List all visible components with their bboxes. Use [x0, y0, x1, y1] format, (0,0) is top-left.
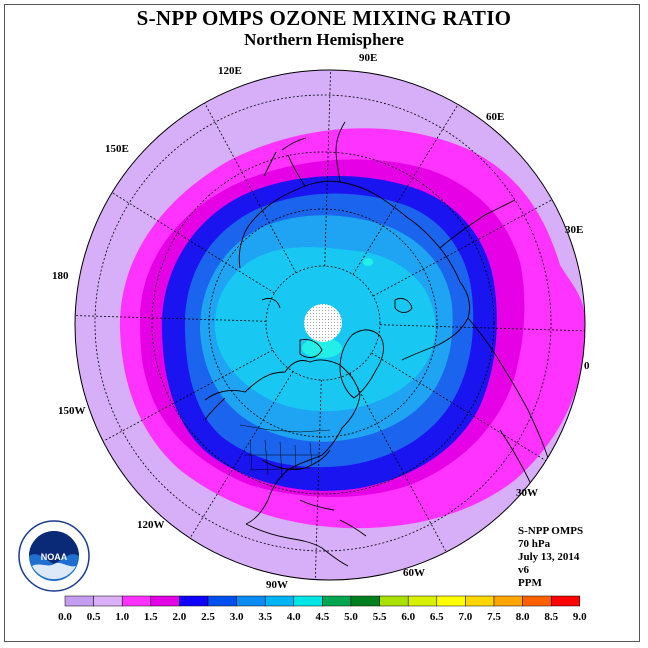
- colorbar-swatch: [436, 595, 466, 607]
- colorbar-swatch: [379, 595, 409, 607]
- longitude-labels: 90E 60E 30E 0 30W 60W 90W 120W 150W 180 …: [52, 52, 590, 591]
- lon-label-30e: 30E: [565, 224, 583, 236]
- coastlines: [204, 121, 549, 567]
- colorbar-swatch: [236, 595, 266, 607]
- colorbar-tick-label: 5.0: [344, 611, 358, 623]
- lon-label-30w: 30W: [516, 487, 538, 499]
- colorbar-tick-label: 2.5: [201, 611, 215, 623]
- colorbar-swatch: [465, 595, 495, 607]
- colorbar-tick-label: 4.0: [287, 611, 301, 623]
- pole-nodata-region: [304, 304, 342, 342]
- colorbar-swatch: [550, 595, 581, 607]
- colorbar-swatch: [293, 595, 323, 607]
- colorbar-tick-label: 8.0: [516, 611, 530, 623]
- colorbar-tick-label: 6.0: [401, 611, 415, 623]
- colorbar-tick-label: 1.0: [115, 611, 129, 623]
- colorbar-tick-label: 5.5: [373, 611, 387, 623]
- colorbar: 0.0 0.5 1.0 1.5 2.0 2.5 3.0 3.5 4.0 4.5 5.0 5.5 6.0 6…: [58, 595, 587, 623]
- colorbar-swatch: [264, 595, 295, 607]
- lon-label-180: 180: [52, 270, 69, 282]
- lon-label-90e: 90E: [359, 52, 377, 64]
- lon-label-120e: 120E: [218, 65, 242, 77]
- info-block: S-NPP OMPS 70 hPa July 13, 2014 v6 PPM: [518, 525, 583, 590]
- colorbar-swatch: [150, 595, 180, 607]
- noaa-logo: NOAA: [18, 520, 90, 592]
- colorbar-tick-label: 1.5: [144, 611, 158, 623]
- colorbar-swatch: [179, 595, 209, 607]
- lon-label-120w: 120W: [137, 519, 165, 531]
- colorbar-tick-label: 7.5: [487, 611, 501, 623]
- map-subtitle: Northern Hemisphere: [244, 30, 404, 49]
- lon-label-90w: 90W: [266, 579, 288, 591]
- contour-patch-4-0: [363, 258, 373, 266]
- noaa-logo-text: NOAA: [41, 552, 68, 562]
- colorbar-tick-label: 3.0: [230, 611, 244, 623]
- colorbar-tick-label: 2.0: [173, 611, 187, 623]
- colorbar-swatch: [93, 595, 123, 607]
- info-units: PPM: [518, 577, 542, 589]
- info-version: v6: [518, 564, 529, 576]
- colorbar-swatch: [407, 595, 438, 607]
- colorbar-tick-label: 6.5: [430, 611, 444, 623]
- colorbar-tick-label: 7.0: [459, 611, 473, 623]
- latitude-circles: [94, 94, 552, 552]
- colorbar-swatch: [64, 595, 94, 607]
- colorbar-swatch: [121, 595, 152, 607]
- globe-outline: [74, 69, 586, 581]
- colorbar-tick-label: 3.5: [258, 611, 272, 623]
- lon-label-60w: 60W: [403, 567, 425, 579]
- lon-label-150w: 150W: [58, 405, 86, 417]
- colorbar-tick-label: 8.5: [544, 611, 558, 623]
- contour-patch-4-0: [302, 338, 342, 358]
- lon-label-150e: 150E: [105, 143, 129, 155]
- colorbar-tick-label: 0.0: [58, 611, 72, 623]
- info-level: 70 hPa: [518, 538, 551, 550]
- colorbar-swatch: [522, 595, 552, 607]
- lon-label-60e: 60E: [486, 111, 504, 123]
- map-title: S-NPP OMPS OZONE MIXING RATIO: [136, 6, 512, 30]
- map-frame: [4, 4, 640, 642]
- colorbar-tick-label: 0.5: [87, 611, 101, 623]
- colorbar-swatch: [207, 595, 237, 607]
- lon-label-0: 0: [584, 360, 590, 372]
- colorbar-swatch: [322, 595, 352, 607]
- info-date: July 13, 2014: [518, 551, 580, 563]
- colorbar-tick-label: 4.5: [316, 611, 330, 623]
- colorbar-swatch: [350, 595, 380, 607]
- info-instrument: S-NPP OMPS: [518, 525, 584, 537]
- political-borders: [239, 424, 331, 479]
- colorbar-swatch: [493, 595, 523, 607]
- colorbar-tick-label: 9.0: [573, 611, 587, 623]
